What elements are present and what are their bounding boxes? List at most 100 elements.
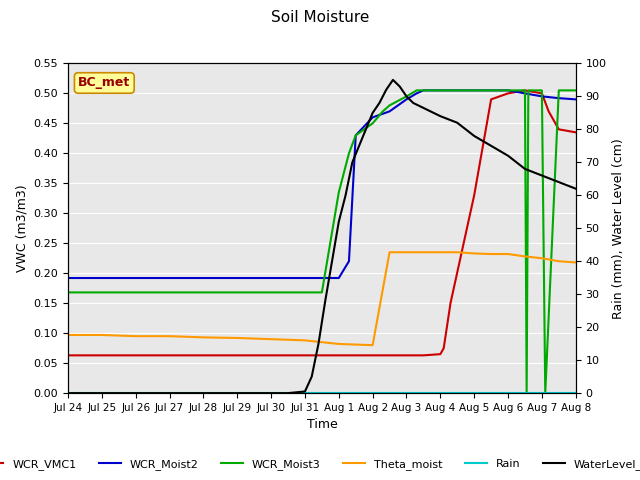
Theta_moist xyxy=(403,250,410,255)
WCR_Moist2 xyxy=(504,87,512,93)
WaterLevel_cm xyxy=(64,390,72,396)
Line: WCR_Moist3: WCR_Moist3 xyxy=(68,90,576,393)
WCR_VMC1 xyxy=(358,352,366,358)
Theta_moist xyxy=(504,251,512,257)
WCR_VMC1 xyxy=(436,351,444,357)
WCR_VMC1 xyxy=(268,352,275,358)
Theta_moist xyxy=(420,250,428,255)
WCR_Moist3 xyxy=(268,289,275,295)
WaterLevel_cm xyxy=(132,390,140,396)
WCR_Moist2 xyxy=(403,96,410,102)
Line: WaterLevel_cm: WaterLevel_cm xyxy=(68,80,576,393)
WCR_Moist3 xyxy=(132,289,140,295)
WaterLevel_cm xyxy=(521,166,529,172)
Theta_moist xyxy=(98,332,106,338)
WCR_VMC1 xyxy=(572,130,580,135)
WaterLevel_cm xyxy=(250,390,258,396)
Theta_moist xyxy=(555,258,563,264)
WaterLevel_cm xyxy=(308,374,316,380)
Legend: WCR_VMC1, WCR_Moist2, WCR_Moist3, Theta_moist, Rain, WaterLevel_cm: WCR_VMC1, WCR_Moist2, WCR_Moist3, Theta_… xyxy=(0,455,640,474)
WaterLevel_cm xyxy=(115,390,123,396)
WCR_Moist2 xyxy=(352,132,360,138)
WCR_VMC1 xyxy=(64,352,72,358)
WCR_VMC1 xyxy=(166,352,173,358)
Text: Soil Moisture: Soil Moisture xyxy=(271,10,369,24)
WaterLevel_cm xyxy=(98,390,106,396)
WCR_Moist2 xyxy=(386,108,394,114)
WCR_Moist3 xyxy=(234,289,241,295)
WCR_Moist3 xyxy=(98,289,106,295)
Theta_moist xyxy=(453,250,461,255)
WaterLevel_cm xyxy=(149,390,157,396)
WCR_Moist2 xyxy=(268,275,275,281)
WaterLevel_cm xyxy=(369,110,376,116)
WaterLevel_cm xyxy=(572,186,580,192)
WCR_Moist3 xyxy=(369,120,376,126)
WCR_Moist3 xyxy=(335,190,342,195)
WaterLevel_cm xyxy=(470,133,478,139)
WCR_Moist3 xyxy=(413,87,420,93)
WCR_Moist3 xyxy=(166,289,173,295)
WCR_VMC1 xyxy=(132,352,140,358)
WCR_Moist2 xyxy=(436,87,444,93)
WaterLevel_cm xyxy=(182,390,190,396)
WaterLevel_cm xyxy=(423,107,431,112)
WaterLevel_cm xyxy=(396,84,404,89)
Line: WCR_Moist2: WCR_Moist2 xyxy=(68,90,576,278)
WaterLevel_cm xyxy=(487,143,495,149)
Text: BC_met: BC_met xyxy=(78,76,131,89)
WCR_VMC1 xyxy=(318,352,326,358)
WCR_VMC1 xyxy=(521,87,529,93)
WCR_Moist2 xyxy=(98,275,106,281)
Theta_moist xyxy=(487,251,495,257)
Y-axis label: Rain (mm), Water Level (cm): Rain (mm), Water Level (cm) xyxy=(612,138,625,319)
WaterLevel_cm xyxy=(315,341,323,347)
WaterLevel_cm xyxy=(453,120,461,126)
WCR_Moist3 xyxy=(555,87,563,93)
WCR_VMC1 xyxy=(234,352,241,358)
WCR_VMC1 xyxy=(487,96,495,102)
WCR_VMC1 xyxy=(470,192,478,198)
WCR_Moist2 xyxy=(132,275,140,281)
WaterLevel_cm xyxy=(436,113,444,119)
WCR_VMC1 xyxy=(403,352,410,358)
WaterLevel_cm xyxy=(349,159,356,165)
Theta_moist xyxy=(521,253,529,259)
Y-axis label: VWC (m3/m3): VWC (m3/m3) xyxy=(15,184,28,272)
WaterLevel_cm xyxy=(216,390,224,396)
Theta_moist xyxy=(301,337,308,343)
Theta_moist xyxy=(572,260,580,265)
WaterLevel_cm xyxy=(555,179,563,185)
WaterLevel_cm xyxy=(301,389,308,395)
WCR_Moist3 xyxy=(525,87,532,93)
WCR_Moist2 xyxy=(335,275,342,281)
WCR_VMC1 xyxy=(369,352,376,358)
Theta_moist xyxy=(64,332,72,338)
WaterLevel_cm xyxy=(342,192,349,198)
WCR_Moist3 xyxy=(436,87,444,93)
Theta_moist xyxy=(386,250,394,255)
WaterLevel_cm xyxy=(376,100,383,106)
WCR_VMC1 xyxy=(420,352,428,358)
WCR_Moist2 xyxy=(318,275,326,281)
WaterLevel_cm xyxy=(403,94,410,99)
WCR_Moist2 xyxy=(234,275,241,281)
WCR_VMC1 xyxy=(447,300,454,306)
WCR_Moist3 xyxy=(386,103,394,108)
WCR_Moist3 xyxy=(504,87,512,93)
WCR_Moist3 xyxy=(538,87,546,93)
WCR_VMC1 xyxy=(555,126,563,132)
Theta_moist xyxy=(335,341,342,347)
WCR_Moist3 xyxy=(572,87,580,93)
WaterLevel_cm xyxy=(81,390,89,396)
WaterLevel_cm xyxy=(416,103,424,109)
WCR_Moist3 xyxy=(301,289,308,295)
WCR_VMC1 xyxy=(440,345,447,351)
WCR_Moist2 xyxy=(521,91,529,96)
Theta_moist xyxy=(234,335,241,341)
Theta_moist xyxy=(166,333,173,339)
WCR_Moist3 xyxy=(379,108,387,114)
WaterLevel_cm xyxy=(429,110,437,116)
Theta_moist xyxy=(268,336,275,342)
WCR_Moist3 xyxy=(420,87,428,93)
